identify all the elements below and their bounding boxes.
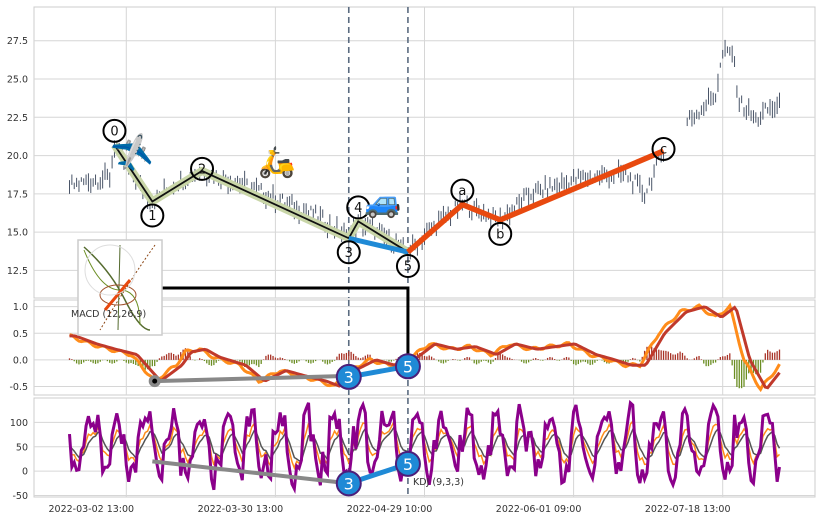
macd-wave-marker (335, 363, 362, 390)
wave-label-circle (651, 136, 676, 161)
signal-line (69, 305, 781, 390)
j-line (68, 399, 781, 495)
wave-label: 4 (354, 201, 362, 216)
wave-label-circle (346, 195, 371, 220)
y-tick-label: 15.0 (7, 228, 28, 239)
macd-divergence-grey (154, 373, 349, 384)
x-tick-label: 2022-04-29 10:00 (347, 504, 433, 515)
impulse-wave-line (113, 144, 409, 253)
macd-series: 35 (68, 302, 781, 393)
kdj-series: 35 (68, 399, 781, 497)
wave-3-5-line (348, 235, 409, 255)
corrective-wave-line (406, 148, 665, 255)
y-tick-label: 12.5 (7, 266, 28, 277)
y-tick-label: 0 (22, 467, 28, 478)
x-tick-label: 2022-07-18 13:00 (645, 504, 731, 515)
y-tick-label: 25.0 (7, 74, 28, 85)
price-series: 0 1 2 3 4 5 a b c (69, 39, 780, 365)
wave-label-circle (190, 156, 215, 181)
macd-divergence-dot (152, 378, 158, 384)
y-tick-label: 27.5 (7, 36, 28, 47)
inset-thumbnail (77, 239, 163, 336)
kdj-wave-marker-label: 5 (403, 455, 413, 474)
car-icon: 🚙 (364, 185, 401, 220)
wave-label-circle (140, 203, 165, 228)
kdj-divergence-grey (152, 459, 349, 486)
wave-label: 1 (148, 209, 156, 224)
y-tick-label: 100 (10, 418, 28, 429)
kdj-wave-marker (394, 450, 421, 477)
y-tick-label: 50 (16, 442, 28, 453)
y-tick-label: 22.5 (7, 113, 28, 124)
macd-wave-marker-label: 5 (403, 357, 413, 376)
y-tick-label: 0.0 (13, 355, 28, 366)
x-tick-label: 2022-03-02 13:00 (48, 504, 134, 515)
wave-label: 0 (110, 124, 118, 139)
wave-label: 2 (198, 162, 206, 177)
macd-label: MACD (12,26,9) (71, 309, 146, 320)
x-tick-label: 2022-03-30 13:00 (198, 504, 284, 515)
wave-label: b (496, 227, 504, 242)
y-tick-label: 17.5 (7, 189, 28, 200)
wave-label: c (660, 142, 667, 157)
macd-wave-marker-label: 3 (344, 368, 354, 387)
wave-label-circle (102, 118, 127, 143)
macd-line (69, 302, 781, 393)
macd-wave-marker (394, 353, 421, 380)
wave-label-circle (336, 240, 361, 265)
wave-label-circle (488, 221, 513, 246)
y-tick-label: 0.5 (13, 329, 28, 340)
wave-label-circle (395, 254, 420, 279)
y-tick-label: 20.0 (7, 151, 28, 162)
kdj-label: KDJ (9,3,3) (413, 477, 464, 488)
y-tick-label: 1.0 (13, 302, 28, 313)
scooter-icon: 🛵 (258, 145, 295, 180)
y-tick-label: -0.5 (9, 382, 28, 393)
wave-label: a (458, 184, 466, 199)
wave-label: 3 (345, 246, 353, 261)
y-tick-label: -50 (12, 491, 28, 502)
kdj-wave-marker-label: 3 (344, 474, 354, 493)
wave-label-circle (450, 178, 475, 203)
connector-line (162, 286, 410, 365)
wave-label: 5 (404, 260, 412, 275)
x-tick-label: 2022-06-01 09:00 (496, 504, 582, 515)
kdj-wave-marker (335, 470, 362, 497)
